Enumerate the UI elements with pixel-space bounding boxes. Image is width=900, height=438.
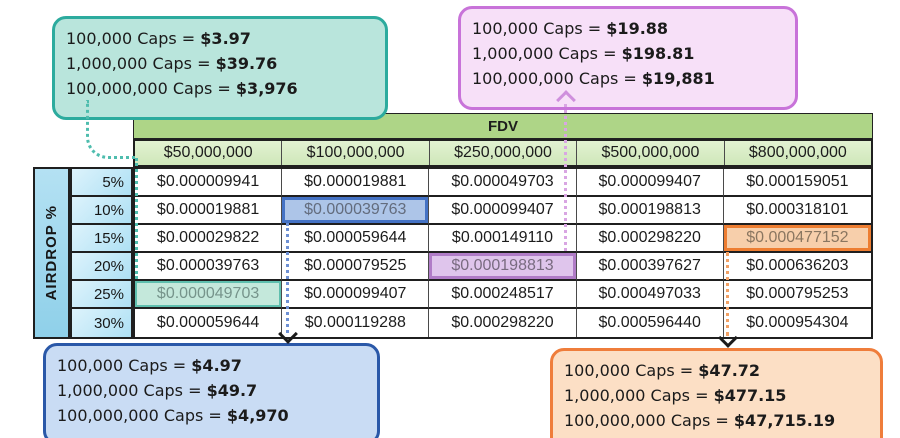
price-cell: $0.000318101 (723, 197, 871, 225)
callout-line: 100,000 Caps = $3.97 (66, 26, 374, 51)
price-cell: $0.000596440 (577, 309, 724, 337)
callout-label: 100,000,000 Caps = (472, 69, 642, 88)
price-cell: $0.000059644 (135, 309, 283, 337)
price-cell: $0.000954304 (746, 314, 849, 331)
connector-teal-curve (86, 100, 136, 159)
callout-label: 1,000,000 Caps = (66, 54, 216, 73)
price-cell: $0.000099407 (429, 197, 577, 225)
price-cell: $0.000029822 (135, 225, 283, 253)
callout-label: 1,000,000 Caps = (564, 386, 714, 405)
price-cell: $0.000636203 (723, 253, 871, 281)
highlighted-price-cell-purple: $0.000198813 (429, 253, 577, 281)
price-cell: $0.000059644 (282, 225, 430, 253)
column-header: $50,000,000 (135, 141, 283, 165)
price-cell: $0.000149110 (429, 225, 577, 253)
price-cell: $0.000049703 (429, 169, 577, 197)
fdv-label: FDV (488, 117, 518, 135)
price-cell: $0.000497033 (576, 281, 724, 309)
callout-value: $47.72 (698, 361, 761, 380)
row-header-column: 5% 10% 15% 20% 25% 30% (70, 167, 133, 339)
column-header: $800,000,000 (724, 141, 872, 165)
price-cell: $0.000079525 (282, 253, 430, 281)
price-cell: $0.000248517 (429, 281, 577, 309)
connector-blue-line (286, 223, 289, 333)
price-cell: $0.000397627 (576, 253, 724, 281)
price-cell: $0.000795253 (723, 281, 871, 309)
row-header: 15% (72, 225, 131, 253)
callout-value: $19.88 (606, 19, 669, 38)
callout-line: 100,000,000 Caps = $3,976 (66, 76, 374, 101)
callout-value: $49.7 (206, 381, 258, 400)
price-cell: $0.000119288 (282, 309, 430, 337)
callout-value: $47,715.19 (733, 411, 836, 430)
callout-value: $39.76 (215, 54, 278, 73)
callout-label: 100,000 Caps = (472, 19, 607, 38)
callout-line: 1,000,000 Caps = $477.15 (564, 383, 869, 408)
price-cell: $0.000198813 (576, 197, 724, 225)
price-cell: $0.000009941 (135, 169, 283, 197)
callout-line: 1,000,000 Caps = $39.76 (66, 51, 374, 76)
row-header: 30% (72, 309, 131, 337)
callout-label: 100,000,000 Caps = (57, 406, 227, 425)
callout-value: $19,881 (641, 69, 715, 88)
callout-purple-box: 100,000 Caps = $19.88 1,000,000 Caps = $1… (458, 6, 798, 110)
highlighted-price-cell-blue: $0.000039763 (282, 197, 430, 225)
price-cell: $0.000019881 (282, 169, 430, 197)
callout-line: 100,000,000 Caps = $47,715.19 (564, 408, 869, 433)
row-axis-cell: AIRDROP % (33, 167, 70, 339)
callout-value: $477.15 (713, 386, 787, 405)
callout-teal-box: 100,000 Caps = $3.97 1,000,000 Caps = $39… (52, 16, 388, 120)
callout-value: $198.81 (621, 44, 695, 63)
callout-label: 100,000 Caps = (564, 361, 699, 380)
row-header: 20% (72, 253, 131, 281)
callout-value: $3.97 (200, 29, 251, 48)
callout-label: 1,000,000 Caps = (472, 44, 622, 63)
connector-purple-line (564, 104, 567, 251)
row-header: 5% (72, 169, 131, 197)
column-header: $100,000,000 (282, 141, 430, 165)
connector-teal-line (135, 158, 138, 279)
column-header: $500,000,000 (577, 141, 725, 165)
row-header: 25% (72, 281, 131, 309)
callout-label: 100,000,000 Caps = (66, 79, 236, 98)
price-cell: $0.000099407 (282, 281, 430, 309)
callout-line: 100,000,000 Caps = $4,970 (57, 403, 366, 428)
callout-orange-box: 100,000 Caps = $47.72 1,000,000 Caps = $4… (550, 348, 883, 438)
callout-blue-box: 100,000 Caps = $4.97 1,000,000 Caps = $49… (43, 343, 380, 438)
price-cell: $0.000298220 (429, 309, 577, 337)
callout-line: 1,000,000 Caps = $49.7 (57, 378, 366, 403)
price-grid: $0.000009941 $0.000019881 $0.000049703 $0.0… (133, 167, 873, 339)
price-cell: $0.000039763 (135, 253, 283, 281)
row-header: 10% (72, 197, 131, 225)
callout-value: $3,976 (235, 79, 298, 98)
highlighted-price-cell-teal: $0.000049703 (135, 281, 283, 309)
connector-orange-line (726, 252, 729, 336)
callout-line: 100,000 Caps = $47.72 (564, 358, 869, 383)
price-cell: $0.000019881 (135, 197, 283, 225)
callout-line: 100,000,000 Caps = $19,881 (472, 66, 784, 91)
callout-line: 100,000 Caps = $4.97 (57, 353, 366, 378)
column-header: $250,000,000 (429, 141, 578, 165)
price-cell: $0.000298220 (576, 225, 724, 253)
highlighted-price-cell-orange: $0.000477152 (723, 225, 871, 253)
callout-label: 100,000 Caps = (66, 29, 201, 48)
callout-line: 1,000,000 Caps = $198.81 (472, 41, 784, 66)
column-header-row: $50,000,000 $100,000,000 $250,000,000 $500,… (133, 139, 873, 167)
callout-line: 100,000 Caps = $19.88 (472, 16, 784, 41)
price-cell: $0.000159051 (723, 169, 871, 197)
callout-value: $4.97 (191, 356, 242, 375)
callout-value: $4,970 (226, 406, 289, 425)
callout-label: 100,000,000 Caps = (564, 411, 734, 430)
callout-label: 100,000 Caps = (57, 356, 192, 375)
airdrop-axis-label: AIRDROP % (43, 205, 60, 301)
callout-label: 1,000,000 Caps = (57, 381, 207, 400)
price-cell: $0.000099407 (576, 169, 724, 197)
